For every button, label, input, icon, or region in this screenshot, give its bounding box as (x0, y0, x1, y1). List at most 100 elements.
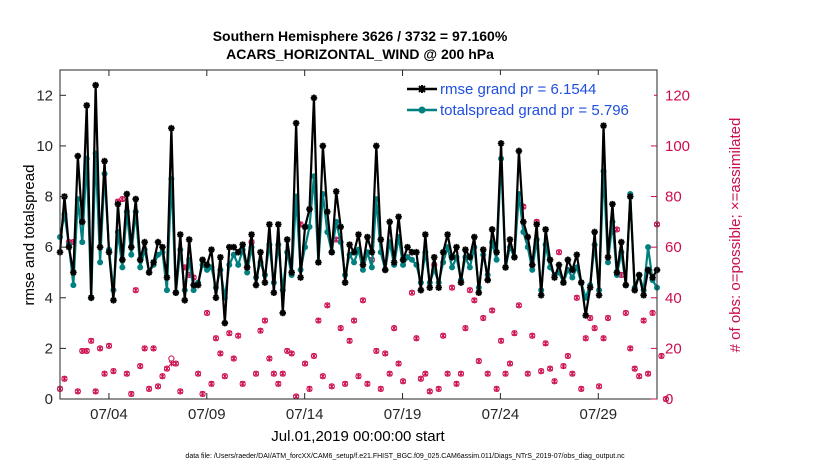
rmse-point (221, 319, 229, 327)
obs-assimilated-point (208, 381, 215, 387)
totalspread-point (306, 223, 313, 230)
obs-assimilated-point (302, 360, 308, 367)
y-right-tick-label: 80 (665, 189, 682, 206)
obs-assimilated-point (324, 302, 331, 309)
totalspread-point (230, 251, 237, 258)
obs-assimilated-point (462, 325, 469, 331)
rmse-point (439, 248, 447, 256)
rmse-point (626, 193, 634, 200)
obs-assimilated-point (427, 388, 433, 395)
rmse-point (555, 261, 563, 269)
obs-assimilated-point (587, 315, 593, 321)
obs-assimilated-point (645, 370, 651, 377)
obs-assimilated-point (582, 335, 589, 342)
chart-subtitle: ACARS_HORIZONTAL_WIND @ 200 hPa (226, 46, 494, 62)
rmse-point (618, 238, 625, 246)
obs-assimilated-point (471, 297, 478, 304)
y-axis-left: 0 2 4 6 8 10 12 (36, 87, 66, 408)
obs-assimilated-point (213, 335, 219, 342)
rmse-point (475, 289, 483, 297)
obs-assimilated-point (640, 317, 647, 324)
rmse-point (150, 259, 157, 266)
obs-assimilated-point (288, 350, 295, 357)
obs-assimilated-point (253, 370, 259, 377)
rmse-point (132, 195, 140, 203)
rmse-point (595, 291, 603, 299)
obs-assimilated-point (467, 287, 473, 293)
totalspread-point (408, 256, 415, 263)
rmse-point (225, 243, 233, 251)
legend-spread-label: totalspread grand pr = 5.796 (440, 102, 629, 119)
obs-assimilated-point (119, 196, 126, 202)
plot-area-frame (59, 69, 658, 400)
obs-assimilated-point (88, 337, 94, 344)
obs-assimilated-point (231, 355, 237, 362)
obs-assimilated-point (627, 345, 634, 352)
rmse-point (368, 248, 376, 256)
rmse-point (328, 248, 336, 256)
rmse-point (288, 269, 295, 276)
obs-assimilated-point (199, 391, 206, 397)
legend-spread-marker (418, 106, 426, 114)
obs-assimilated-point (516, 302, 522, 309)
obs-assimilated-point (79, 348, 86, 354)
rmse-point (528, 261, 536, 269)
rmse-point (292, 119, 300, 127)
rmse-point (145, 269, 153, 276)
rmse-point (110, 297, 117, 304)
obs-assimilated-point (177, 388, 184, 395)
obs-assimilated-point (346, 337, 353, 344)
rmse-point (217, 253, 224, 261)
obs-assimilated-point (271, 370, 277, 377)
obs-assimilated-point (168, 360, 175, 367)
obs-assimilated-point (409, 289, 415, 296)
rmse-point (644, 266, 652, 274)
rmse-point (168, 124, 175, 132)
legend-rmse-label: rmse grand pr = 6.1544 (440, 81, 596, 98)
obs-assimilated-point (386, 370, 393, 377)
obs-assimilated-point (284, 348, 290, 354)
rmse-point (123, 190, 131, 198)
rmse-point (141, 238, 148, 246)
rmse-point (457, 279, 465, 286)
obs-assimilated-point (83, 348, 90, 354)
obs-count-series (56, 195, 670, 403)
rmse-point (199, 256, 206, 264)
obs-assimilated-point (569, 370, 576, 377)
totalspread-point (493, 256, 500, 263)
obs-assimilated-point (440, 332, 446, 339)
obs-assimilated-point (360, 297, 366, 304)
rmse-point (533, 221, 541, 228)
obs-assimilated-point (106, 343, 112, 349)
rmse-point (399, 256, 407, 264)
rmse-point (65, 243, 73, 251)
rmse-point (404, 243, 411, 251)
rmse-point (551, 274, 558, 281)
obs-assimilated-point (538, 368, 544, 374)
rmse-point (248, 231, 255, 238)
obs-assimilated-point (266, 355, 273, 362)
rmse-point (127, 243, 135, 251)
obs-assimilated-point (453, 381, 460, 387)
rmse-point (515, 147, 523, 155)
rmse-point (101, 157, 108, 165)
rmse-point (537, 291, 545, 299)
rmse-point (381, 266, 389, 274)
rmse-point (430, 253, 438, 261)
y-right-tick-label: 120 (665, 87, 690, 104)
rmse-point (341, 279, 349, 286)
rmse-point (270, 289, 278, 297)
y-axis-right: 0 20 40 60 80 100 120 (651, 87, 690, 408)
rmse-point (524, 233, 532, 241)
obs-assimilated-point (658, 353, 665, 359)
y-right-tick-label: 40 (665, 290, 682, 307)
obs-assimilated-point (364, 381, 371, 387)
obs-assimilated-point (124, 370, 130, 377)
obs-assimilated-point (596, 383, 602, 390)
rmse-point (373, 142, 380, 150)
chart-title: Southern Hemisphere 3626 / 3732 = 97.160… (213, 28, 508, 44)
totalspread-point (97, 259, 104, 266)
obs-assimilated-point (337, 325, 344, 331)
rmse-point (212, 294, 220, 302)
obs-assimilated-point (226, 330, 233, 336)
